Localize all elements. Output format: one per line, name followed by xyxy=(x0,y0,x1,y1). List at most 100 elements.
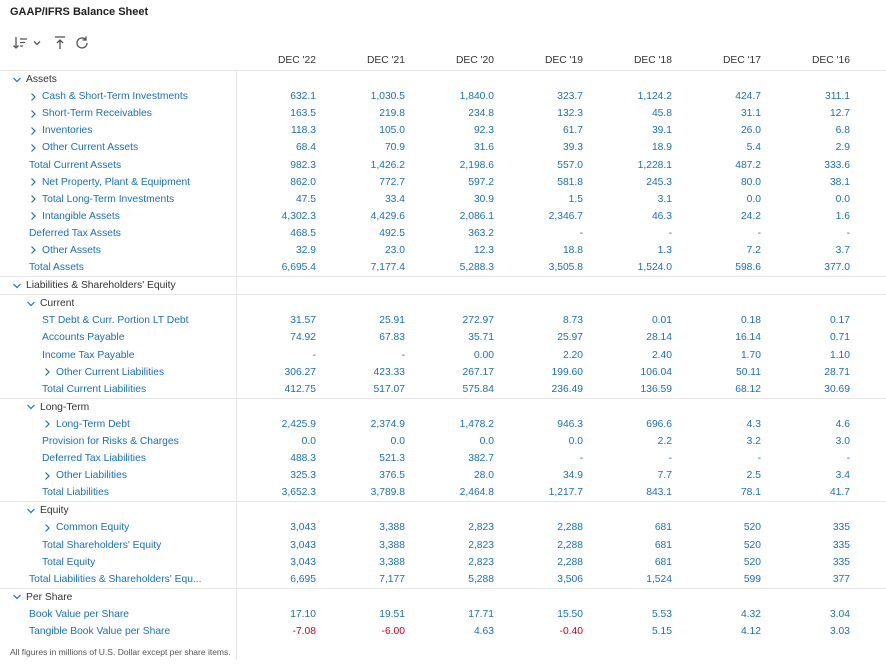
cell-value: - xyxy=(846,227,850,239)
chevron-down-icon[interactable] xyxy=(26,402,36,412)
table-row[interactable]: Other Liabilities 325.3 376.5 28.0 34.9 7.7 2.… xyxy=(0,467,886,484)
chevron-down-icon[interactable] xyxy=(26,506,36,516)
cell-value: 5.4 xyxy=(746,142,761,154)
cell-value: 946.3 xyxy=(557,418,583,430)
table-row[interactable]: Common Equity 3,043 3,388 2,823 2,288 681 520 3… xyxy=(0,519,886,536)
chevron-right-icon[interactable] xyxy=(28,143,38,153)
cell-value: 18.9 xyxy=(651,142,672,154)
column-header: DEC '20 xyxy=(455,55,494,66)
row-label[interactable]: Per Share xyxy=(12,589,72,606)
table-row[interactable]: Inventories 118.3 105.0 92.3 61.7 39.1 26.0 6.8 xyxy=(0,122,886,139)
row-label[interactable]: Equity xyxy=(26,502,69,519)
cell-value: 92.3 xyxy=(473,125,494,137)
chevron-down-icon[interactable] xyxy=(32,35,42,51)
cell-value: 7.7 xyxy=(657,470,672,482)
cell-value: 2,346.7 xyxy=(548,210,583,222)
table-row[interactable]: Long-Term Debt 2,425.9 2,374.9 1,478.2 946.3… xyxy=(0,416,886,433)
cell-value: 3,789.8 xyxy=(370,487,405,499)
row-label[interactable]: Net Property, Plant & Equipment xyxy=(28,174,190,191)
row-label[interactable]: Liabilities & Shareholders' Equity xyxy=(12,277,176,294)
cell-value: 30.9 xyxy=(473,193,494,205)
row-label[interactable]: Long-Term Debt xyxy=(42,416,130,433)
row-label[interactable]: Other Liabilities xyxy=(42,467,127,484)
refresh-icon[interactable] xyxy=(74,35,90,51)
row-label-text: Deferred Tax Assets xyxy=(29,227,121,239)
cell-value: 3,043 xyxy=(290,556,316,568)
section-row[interactable]: Equity xyxy=(0,501,886,519)
row-label: Total Liabilities & Shareholders' Equ... xyxy=(29,571,202,588)
row-label[interactable]: Intangible Assets xyxy=(28,208,120,225)
chevron-right-icon[interactable] xyxy=(42,367,52,377)
section-row[interactable]: Long-Term xyxy=(0,397,886,416)
chevron-right-icon[interactable] xyxy=(28,177,38,187)
chevron-right-icon[interactable] xyxy=(28,109,38,119)
cell-value: 1,217.7 xyxy=(548,487,583,499)
cell-value: 68.12 xyxy=(735,383,761,395)
chevron-right-icon[interactable] xyxy=(28,245,38,255)
cell-value: 24.2 xyxy=(740,210,761,222)
table-row[interactable]: Other Current Liabilities 306.27 423.33 267… xyxy=(0,364,886,381)
section-row[interactable]: Liabilities & Shareholders' Equity xyxy=(0,276,886,294)
row-label[interactable]: Long-Term xyxy=(26,399,89,416)
cell-value: 492.5 xyxy=(379,227,405,239)
table-row[interactable]: Other Assets 32.9 23.0 12.3 18.8 1.3 7.2 3.7 xyxy=(0,242,886,259)
chevron-right-icon[interactable] xyxy=(28,126,38,136)
table-row[interactable]: Cash & Short-Term Investments 632.1 1,030.… xyxy=(0,88,886,105)
row-label: Deferred Tax Assets xyxy=(29,225,121,242)
chevron-right-icon[interactable] xyxy=(42,419,52,429)
table-row[interactable]: Intangible Assets 4,302.3 4,429.6 2,086.1 2,… xyxy=(0,208,886,225)
cell-value: 31.6 xyxy=(473,142,494,154)
chevron-right-icon[interactable] xyxy=(28,211,38,221)
cell-value: 236.49 xyxy=(551,383,584,395)
chevron-down-icon[interactable] xyxy=(12,281,22,291)
cell-value: 31.1 xyxy=(740,108,761,120)
row-label[interactable]: Short-Term Receivables xyxy=(28,105,152,122)
chevron-right-icon[interactable] xyxy=(42,471,52,481)
row-label-text: Liabilities & Shareholders' Equity xyxy=(26,280,176,292)
cell-value: 2,823 xyxy=(468,522,494,534)
chevron-right-icon[interactable] xyxy=(28,92,38,102)
table-row: Income Tax Payable - - 0.00 2.20 2.40 1.70 1.10 xyxy=(0,347,886,364)
column-header: DEC '19 xyxy=(544,55,583,66)
column-header: DEC '22 xyxy=(277,55,316,66)
table-row: Deferred Tax Liabilities 488.3 521.3 382.7 -… xyxy=(0,450,886,467)
cell-value: 267.17 xyxy=(462,366,495,378)
row-label[interactable]: Total Long-Term Investments xyxy=(28,191,174,208)
cell-value: 0.71 xyxy=(829,332,850,344)
chevron-right-icon[interactable] xyxy=(42,523,52,533)
row-label[interactable]: Assets xyxy=(12,71,57,88)
cell-value: 4.63 xyxy=(473,626,494,638)
cell-value: 78.1 xyxy=(740,487,761,499)
row-label[interactable]: Other Assets xyxy=(28,242,101,259)
collapse-icon[interactable] xyxy=(52,35,68,51)
row-label[interactable]: Other Current Assets xyxy=(28,139,138,156)
cell-value: 3.03 xyxy=(829,626,850,638)
table-row[interactable]: Other Current Assets 68.4 70.9 31.6 39.3 18.9… xyxy=(0,139,886,156)
cell-value: 3.0 xyxy=(835,436,850,448)
row-label[interactable]: Inventories xyxy=(28,122,92,139)
table-row[interactable]: Net Property, Plant & Equipment 862.0 772.… xyxy=(0,174,886,191)
row-label[interactable]: Other Current Liabilities xyxy=(42,364,164,381)
row-label-text: Inventories xyxy=(42,125,93,137)
cell-value: 33.4 xyxy=(384,193,405,205)
chevron-down-icon[interactable] xyxy=(12,592,22,602)
row-label-text: Provision for Risks & Charges xyxy=(42,436,179,448)
row-label[interactable]: Current xyxy=(26,295,74,312)
section-row[interactable]: Per Share xyxy=(0,587,886,606)
sort-icon[interactable] xyxy=(12,35,28,51)
cell-value: 6,695.4 xyxy=(281,262,316,274)
cell-value: 0.0 xyxy=(835,193,850,205)
section-row[interactable]: Assets xyxy=(0,70,886,88)
table-row[interactable]: Short-Term Receivables 163.5 219.8 234.8 132… xyxy=(0,105,886,122)
chevron-down-icon[interactable] xyxy=(12,75,22,85)
chevron-right-icon[interactable] xyxy=(28,194,38,204)
cell-value: 412.75 xyxy=(284,383,317,395)
cell-value: 520 xyxy=(743,539,761,551)
row-label[interactable]: Common Equity xyxy=(42,519,129,536)
section-row[interactable]: Current xyxy=(0,294,886,312)
chevron-down-icon[interactable] xyxy=(26,299,36,309)
cell-value: 45.8 xyxy=(651,108,672,120)
row-label[interactable]: Cash & Short-Term Investments xyxy=(28,88,188,105)
table-row: Total Liabilities & Shareholders' Equ...… xyxy=(0,571,886,588)
table-row[interactable]: Total Long-Term Investments 47.5 33.4 30.9 1… xyxy=(0,191,886,208)
